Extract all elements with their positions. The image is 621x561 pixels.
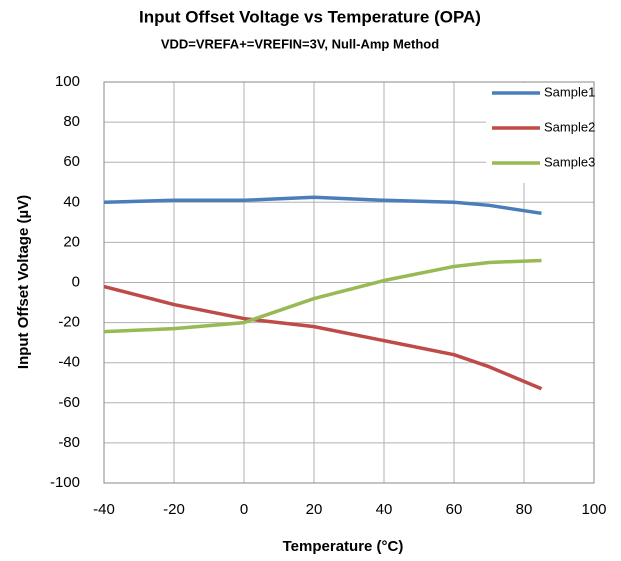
x-tick-label: 60: [446, 501, 463, 518]
chart-title: Input Offset Voltage vs Temperature (OPA…: [139, 7, 481, 26]
x-tick-label: -20: [163, 501, 185, 518]
x-axis-label: Temperature (°C): [283, 538, 404, 555]
x-tick-label: 100: [581, 501, 606, 518]
legend-label: Sample2: [544, 119, 595, 134]
y-tick-label: -80: [58, 434, 80, 451]
x-tick-label: 0: [240, 501, 248, 518]
y-tick-label: -20: [58, 314, 80, 331]
y-tick-label: 20: [63, 233, 80, 250]
plot-border: [103, 81, 595, 484]
legend-label: Sample3: [544, 154, 595, 169]
y-tick-label: -60: [58, 394, 80, 411]
chart-subtitle: VDD=VREFA+=VREFIN=3V, Null-Amp Method: [161, 36, 439, 51]
line-series: [103, 284, 543, 391]
y-tick-label: -100: [50, 474, 80, 491]
y-tick-label: 60: [63, 153, 80, 170]
line-series: [103, 258, 542, 334]
line-series: [103, 195, 542, 216]
legend-label: Sample1: [544, 84, 595, 99]
legend-box: [486, 83, 592, 183]
y-tick-label: 0: [72, 273, 80, 290]
y-axis-label: Input Offset Voltage (µV): [15, 195, 32, 369]
y-tick-label: -40: [58, 354, 80, 371]
x-tick-label: 40: [376, 501, 393, 518]
y-tick-label: 100: [55, 73, 80, 90]
x-tick-label: 20: [306, 501, 323, 518]
y-tick-label: 80: [63, 113, 80, 130]
x-tick-label: 80: [516, 501, 533, 518]
y-tick-label: 40: [63, 193, 80, 210]
x-tick-label: -40: [93, 501, 115, 518]
